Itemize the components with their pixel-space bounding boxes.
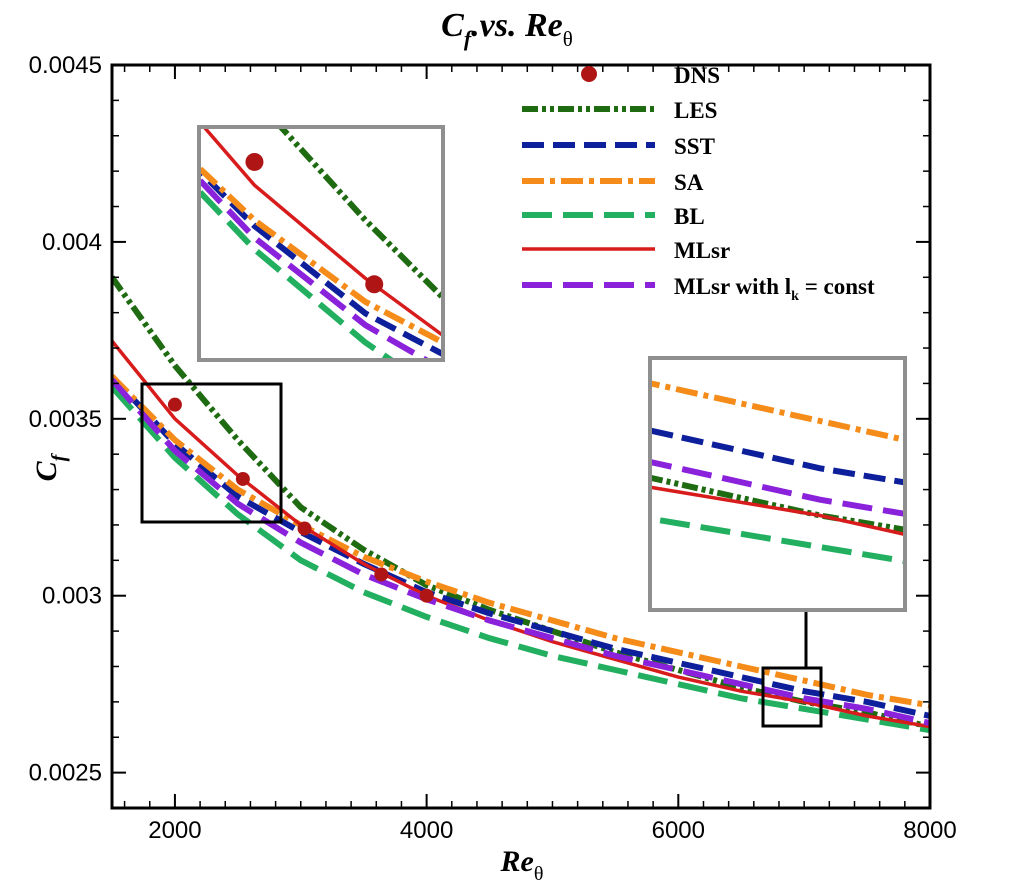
inset-series-line-sa bbox=[650, 380, 905, 443]
x-tick-label: 2000 bbox=[148, 817, 201, 844]
dns-point bbox=[167, 397, 182, 412]
axis-tick-labels: 2000 4000 6000 8000 0.0025 0.003 0.0035 0.004 0.… bbox=[29, 52, 957, 844]
zoom-indicators bbox=[140, 382, 823, 728]
inset-series-line-mlsr bbox=[650, 485, 905, 537]
legend-marker-dns bbox=[581, 66, 597, 82]
y-tick-label: 0.003 bbox=[42, 583, 102, 610]
title-sub1: f bbox=[464, 26, 474, 51]
inset-right-frame bbox=[648, 356, 907, 612]
dns-point bbox=[419, 588, 434, 603]
chart-title: Cf.vs. Reθ bbox=[441, 7, 573, 51]
inset-right bbox=[648, 356, 907, 612]
inset-right-series bbox=[650, 380, 905, 565]
inset-dns-point bbox=[365, 275, 384, 294]
legend-label-mlsr-with-l: MLsr with lk = const bbox=[674, 274, 875, 304]
axis-ticks bbox=[112, 64, 931, 808]
y-tick-label: 0.0035 bbox=[29, 406, 102, 433]
series-line-mlsr bbox=[112, 339, 930, 729]
inset-series-line-sst bbox=[650, 427, 905, 486]
series-line-mlsr-with-l bbox=[112, 377, 930, 727]
legend: DNS LES SST SA BL MLsr MLsr with lk = const bbox=[522, 63, 875, 304]
x-tick-label: 8000 bbox=[903, 817, 956, 844]
y-axis-label: Cf bbox=[30, 452, 70, 481]
legend-label-sst: SST bbox=[674, 134, 715, 159]
inset-dns-point bbox=[245, 152, 264, 171]
dns-markers bbox=[167, 397, 434, 603]
x-tick-label: 6000 bbox=[652, 817, 705, 844]
legend-label-sa: SA bbox=[674, 170, 704, 195]
dns-point bbox=[235, 471, 250, 486]
series-line-sa bbox=[112, 374, 930, 709]
y-tick-label: 0.004 bbox=[42, 229, 102, 256]
x-axis-label: Reθ bbox=[500, 845, 544, 885]
inset-left-series bbox=[199, 127, 627, 451]
series-line-sst bbox=[112, 374, 930, 719]
legend-label-mlsr: MLsr bbox=[674, 238, 730, 263]
title-main: C bbox=[441, 7, 464, 44]
inset-series-line-sst bbox=[199, 166, 443, 358]
plot-frame bbox=[110, 63, 932, 810]
inset-series-line-mlsr bbox=[201, 127, 443, 338]
inset-left bbox=[197, 125, 627, 451]
inset-series-line-bl bbox=[199, 186, 397, 360]
y-axis-label-sub: f bbox=[48, 452, 70, 461]
legend-label-bl: BL bbox=[674, 204, 705, 229]
x-tick-label: 4000 bbox=[400, 817, 453, 844]
zoom-box-right bbox=[761, 666, 823, 728]
x-axis-label-main: Re bbox=[500, 845, 534, 878]
inset-series-line-les bbox=[276, 127, 443, 302]
x-axis-label-sub: θ bbox=[534, 863, 544, 885]
legend-label-dns: DNS bbox=[674, 63, 720, 88]
y-tick-label: 0.0045 bbox=[29, 52, 102, 79]
dns-point bbox=[297, 521, 312, 536]
inset-left-frame bbox=[197, 125, 445, 362]
y-tick-label: 0.0025 bbox=[29, 760, 102, 787]
title-mid: .vs. Re bbox=[471, 7, 563, 44]
inset-series-line-mlsr-with-l bbox=[650, 458, 905, 517]
inset-series-line-les bbox=[650, 474, 905, 533]
title-sub2: θ bbox=[563, 27, 573, 51]
inset-dns-point bbox=[474, 357, 492, 375]
y-axis-label-main: C bbox=[30, 460, 63, 481]
zoom-box-left bbox=[140, 382, 283, 524]
inset-dns-point bbox=[609, 433, 627, 451]
dns-point bbox=[374, 567, 389, 582]
legend-label-les: LES bbox=[674, 98, 717, 123]
inset-right-background bbox=[650, 358, 905, 610]
